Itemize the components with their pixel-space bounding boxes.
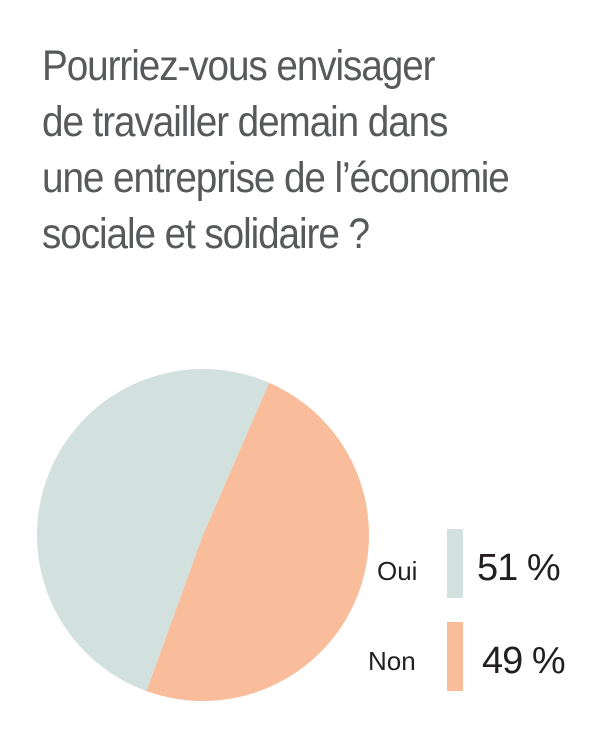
legend-value-non: 49 % xyxy=(482,640,566,682)
legend-swatch-oui xyxy=(447,529,463,598)
legend-swatch-non xyxy=(447,622,463,691)
legend-label-oui: Oui xyxy=(377,556,418,586)
title-line: sociale et solidaire ? xyxy=(42,210,370,258)
legend-label-non: Non xyxy=(368,646,416,676)
title-line: Pourriez-vous envisager xyxy=(42,42,436,90)
chart-title: Pourriez-vous envisager de travailler de… xyxy=(42,38,546,262)
title-line: de travailler demain dans xyxy=(42,98,448,146)
pie-slice-non xyxy=(146,382,369,701)
title-line: une entreprise de l’économie xyxy=(42,154,510,202)
pie-slice-oui xyxy=(36,368,270,692)
legend-value-oui: 51 % xyxy=(477,547,561,589)
